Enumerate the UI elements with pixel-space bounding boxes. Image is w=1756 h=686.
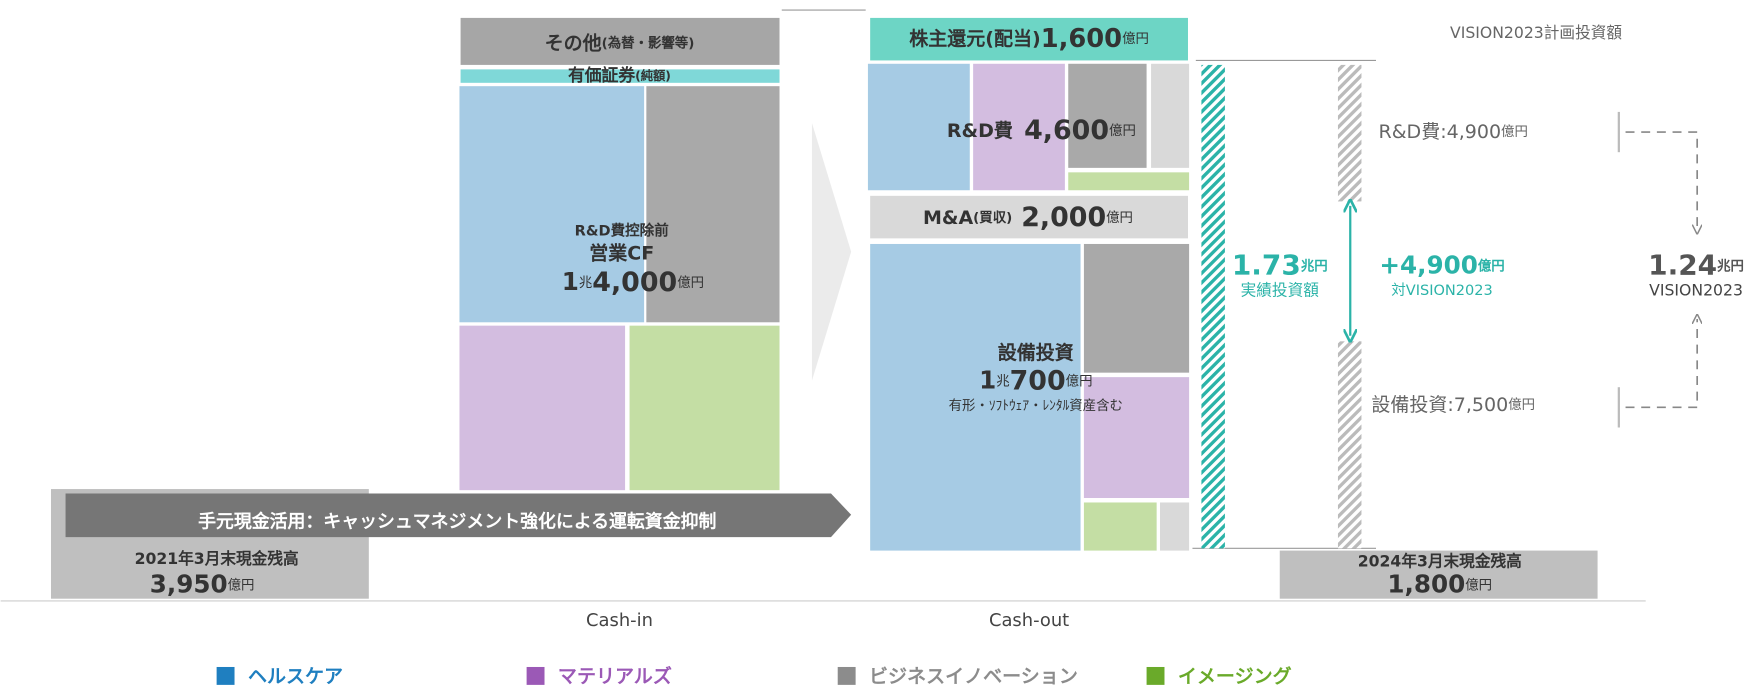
mna: M&A(買収) 2,000億円 xyxy=(923,202,1133,233)
legend: ヘルスケア マテリアルズ ビジネスイノベーション イメージング xyxy=(216,665,1292,686)
capex-note: 有形・ｿﾌﾄｳｪｱ・ﾚﾝﾀﾙ資産含む xyxy=(949,398,1123,414)
plan-rnd: R&D費:4,900億円 xyxy=(1379,121,1528,143)
diff-value: +4,900億円 xyxy=(1379,250,1504,279)
securities-label: 有価証券(純額) xyxy=(568,65,671,85)
ocf-value: 1兆4,000億円 xyxy=(562,267,704,298)
end-cash-value: 1,800億円 xyxy=(1387,569,1492,598)
legend-swatch xyxy=(216,666,235,685)
other-label: その他(為替・影響等) xyxy=(545,31,695,54)
plan-title: VISION2023計画投資額 xyxy=(1450,23,1622,42)
legend-label: ヘルスケア xyxy=(248,666,343,686)
banner: 手元現金活用：キャッシュマネジメント強化による運転資金抑制 xyxy=(198,511,716,533)
end-cash-label: 2024年3月末現金残高 xyxy=(1358,551,1522,570)
labels: その他(為替・影響等) 有価証券(純額) R&D費控除前 営業CF 1兆4,00… xyxy=(135,23,1744,631)
ocf-pre: R&D費控除前 xyxy=(575,222,670,240)
shapes xyxy=(0,9,1698,602)
start-cash-value: 3,950億円 xyxy=(150,569,255,598)
legend-swatch xyxy=(837,666,856,685)
actual-label: 実績投資額 xyxy=(1241,280,1320,299)
legend-label: イメージング xyxy=(1178,665,1292,686)
plan-capex: 設備投資:7,500億円 xyxy=(1371,394,1535,416)
actual-value: 1.73兆円 xyxy=(1232,248,1328,281)
diff-label: 対VISION2023 xyxy=(1391,282,1493,299)
cash-out-caption: Cash-out xyxy=(989,610,1069,631)
ocf-name: 営業CF xyxy=(589,242,654,265)
legend-swatch xyxy=(1146,666,1165,685)
start-cash-label: 2021年3月末現金残高 xyxy=(135,549,299,568)
capex-value: 1兆700億円 xyxy=(979,365,1092,396)
dividend: 株主還元(配当)1,600億円 xyxy=(909,24,1149,54)
plan-total-value: 1.24兆円 xyxy=(1648,248,1744,281)
cash-in-caption: Cash-in xyxy=(586,610,653,631)
rnd: R&D費 4,600億円 xyxy=(947,114,1136,145)
legend-label: ビジネスイノベーション xyxy=(869,666,1078,686)
legend-label: マテリアルズ xyxy=(558,665,672,686)
plan-total-label: VISION2023 xyxy=(1649,280,1743,299)
legend-swatch xyxy=(526,666,545,685)
capex-label: 設備投資 xyxy=(998,341,1074,364)
